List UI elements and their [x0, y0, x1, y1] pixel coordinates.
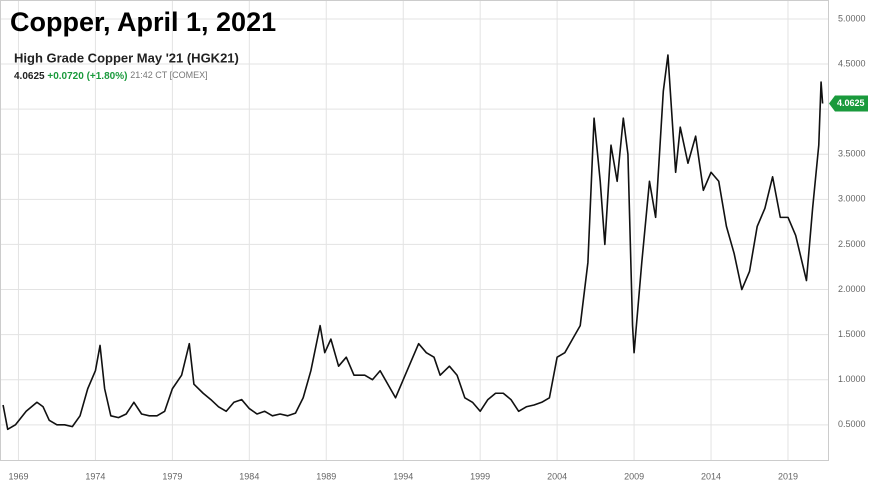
x-tick-label: 1969: [8, 471, 28, 481]
x-tick-label: 2004: [547, 471, 567, 481]
x-tick-label: 2009: [624, 471, 644, 481]
x-tick-label: 1989: [316, 471, 336, 481]
chart-title: Copper, April 1, 2021: [10, 7, 276, 37]
x-tick-label: 2019: [778, 471, 798, 481]
x-tick-label: 1994: [393, 471, 413, 481]
grid: [0, 0, 828, 460]
price-line: [2, 54, 824, 431]
line-layer: [2, 54, 824, 431]
y-tick-label: 2.0000: [838, 284, 866, 294]
x-tick-label: 1984: [239, 471, 259, 481]
last-price-tag: [829, 95, 868, 112]
x-tick-label: 1999: [470, 471, 490, 481]
y-tick-label: 2.5000: [838, 239, 866, 249]
y-tick-label: 1.0000: [838, 374, 866, 384]
quote-time: 21:42 CT [COMEX]: [130, 70, 207, 80]
y-tick-label: 3.5000: [838, 149, 866, 159]
x-tick-label: 1979: [162, 471, 182, 481]
chart-subtitle: High Grade Copper May '21 (HGK21): [14, 50, 239, 65]
last-price-label: 4.0625: [837, 98, 865, 108]
quote-change: +0.0720 (+1.80%): [47, 71, 127, 82]
y-tick-label: 1.5000: [838, 329, 866, 339]
quote-line: 4.0625 +0.0720 (+1.80%) 21:42 CT [COMEX]: [14, 70, 208, 81]
y-tick-label: 3.0000: [838, 194, 866, 204]
y-tick-label: 4.5000: [838, 58, 866, 68]
x-tick-label: 2014: [701, 471, 721, 481]
y-tick-label: 0.5000: [838, 419, 866, 429]
plot-frame: [0, 0, 829, 461]
y-tick-label: 5.0000: [838, 13, 866, 23]
quote-price: 4.0625: [14, 71, 45, 82]
x-tick-label: 1974: [85, 471, 105, 481]
